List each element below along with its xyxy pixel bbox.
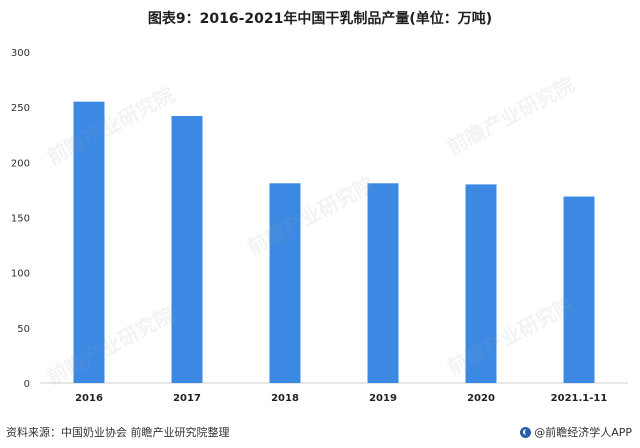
y-tick-label: 300 [11,48,30,59]
y-tick-label: 200 [11,158,30,169]
bar-2016 [73,101,105,384]
x-tick-label: 2016 [75,393,103,404]
y-tick-label: 100 [11,269,30,280]
x-tick-label: 2019 [369,393,397,404]
bar-2020 [465,184,497,383]
y-axis: 0 50 100 150 200 250 300 [11,48,30,390]
bar-2021.1-11 [563,196,595,383]
brand-logo-icon [520,426,532,438]
bar-2018 [269,183,301,383]
source-note: 资料来源：中国奶业协会 前瞻产业研究院整理 [6,426,230,439]
bar-2017 [171,115,203,383]
y-tick-label: 0 [24,379,30,390]
brand-credit: @前瞻经济学人APP [520,424,632,440]
x-tick-label: 2017 [173,393,201,404]
y-tick-label: 50 [17,324,30,335]
x-axis-labels: 2016 2017 2018 2019 2020 2021.1-11 [75,393,607,404]
y-tick-label: 150 [11,214,30,225]
bar-2019 [367,183,399,383]
x-tick-label: 2018 [271,393,299,404]
brand-label: @前瞻经济学人APP [534,426,632,439]
x-tick-label: 2020 [467,393,495,404]
y-tick-label: 250 [11,103,30,114]
chart-title: 图表9：2016-2021年中国干乳制品产量(单位：万吨) [147,11,493,27]
bars [73,101,595,384]
x-tick-label: 2021.1-11 [551,393,608,404]
